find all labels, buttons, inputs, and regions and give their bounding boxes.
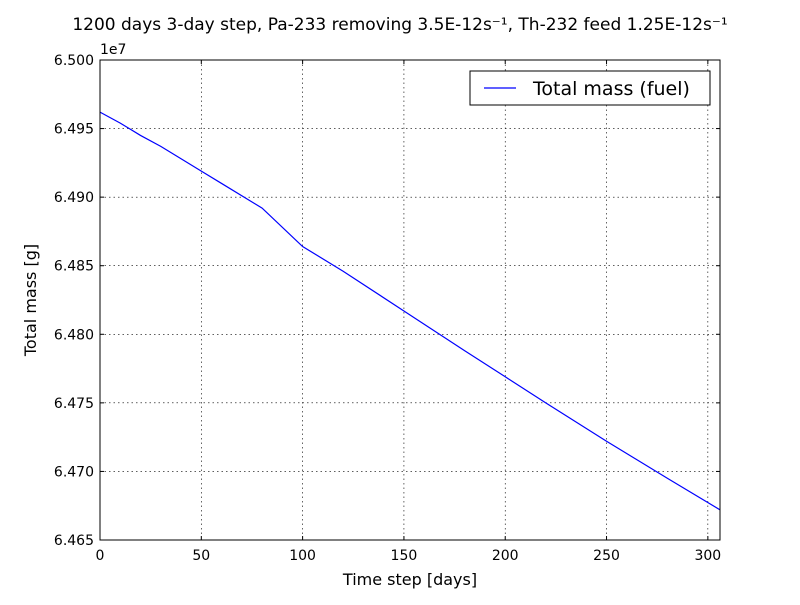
x-tick-label: 300	[694, 548, 721, 564]
y-tick-label: 6.490	[54, 190, 94, 206]
ticks: 0 50 100 150 200 250 300 6.465 6.470 6.475 6.480 6.…	[54, 53, 721, 564]
chart-title: 1200 days 3-day step, Pa-233 removing 3.…	[72, 15, 727, 35]
legend: Total mass (fuel)	[469, 70, 711, 106]
grid	[99, 59, 720, 541]
y-tick-label: 6.475	[54, 396, 94, 412]
y-tick-label: 6.465	[54, 533, 94, 549]
y-tick-label: 6.470	[54, 464, 94, 480]
x-tick-label: 250	[593, 548, 620, 564]
x-axis-label: Time step [days]	[342, 570, 477, 589]
y-tick-label: 6.480	[54, 327, 94, 343]
y-tick-label: 6.495	[54, 122, 94, 138]
x-tick-label: 50	[192, 548, 210, 564]
x-tick-label: 0	[96, 548, 105, 564]
series-line-total-mass-fuel	[99, 111, 721, 511]
plot-frame	[99, 59, 721, 541]
axis-offset-label: 1e7	[100, 42, 126, 58]
x-tick-label: 100	[289, 548, 316, 564]
y-tick-label: 6.485	[54, 259, 94, 275]
y-axis-label: Total mass [g]	[21, 244, 40, 357]
series-layer	[99, 111, 721, 511]
legend-label: Total mass (fuel)	[532, 78, 690, 100]
x-tick-label: 150	[391, 548, 418, 564]
y-tick-label: 6.500	[54, 53, 94, 69]
x-tick-label: 200	[492, 548, 519, 564]
